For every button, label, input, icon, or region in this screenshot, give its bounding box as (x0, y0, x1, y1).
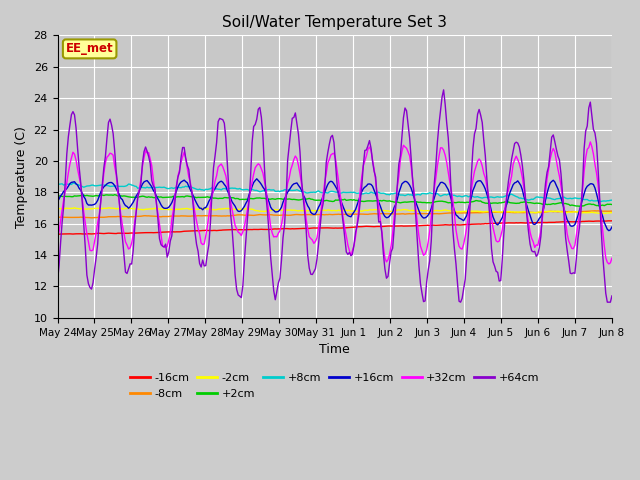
-8cm (220, 213, 228, 219)
+64cm (122, 269, 129, 275)
+2cm (111, 192, 118, 198)
Line: +64cm: +64cm (58, 90, 612, 302)
Line: +32cm: +32cm (58, 142, 612, 264)
-8cm (579, 209, 586, 215)
+16cm (247, 188, 255, 194)
Legend: -16cm, -8cm, -2cm, +2cm, +8cm, +16cm, +32cm, +64cm: -16cm, -8cm, -2cm, +2cm, +8cm, +16cm, +3… (126, 369, 543, 403)
+64cm (237, 295, 245, 300)
-16cm (123, 230, 131, 236)
X-axis label: Time: Time (319, 343, 350, 356)
+16cm (298, 187, 305, 193)
+16cm (54, 199, 61, 204)
-16cm (54, 231, 61, 237)
-8cm (594, 208, 602, 214)
Title: Soil/Water Temperature Set 3: Soil/Water Temperature Set 3 (222, 15, 447, 30)
-16cm (239, 227, 246, 233)
-8cm (608, 208, 616, 214)
Line: +16cm: +16cm (58, 179, 612, 231)
+64cm (296, 149, 304, 155)
+8cm (123, 183, 131, 189)
+16cm (579, 196, 586, 202)
Line: +8cm: +8cm (58, 183, 612, 202)
Text: EE_met: EE_met (66, 42, 113, 55)
+64cm (54, 278, 61, 284)
+8cm (608, 197, 616, 203)
Line: -2cm: -2cm (58, 208, 612, 213)
+8cm (298, 189, 305, 194)
+32cm (122, 239, 129, 245)
-8cm (88, 215, 95, 221)
-16cm (55, 231, 63, 237)
+64cm (580, 145, 588, 151)
+16cm (253, 176, 260, 182)
+2cm (298, 197, 305, 203)
-2cm (123, 205, 131, 211)
-2cm (54, 205, 61, 211)
-2cm (600, 210, 608, 216)
+8cm (248, 186, 256, 192)
+8cm (220, 186, 228, 192)
+64cm (608, 293, 616, 299)
+32cm (219, 164, 227, 169)
+32cm (237, 233, 245, 239)
-8cm (248, 213, 256, 218)
+16cm (219, 180, 227, 185)
-2cm (248, 206, 256, 212)
+2cm (123, 193, 131, 199)
-8cm (239, 212, 246, 218)
-8cm (298, 212, 305, 218)
+16cm (122, 203, 129, 208)
+16cm (237, 208, 245, 214)
+2cm (220, 195, 228, 201)
-2cm (579, 210, 586, 216)
+16cm (608, 224, 616, 230)
Line: -8cm: -8cm (58, 211, 612, 218)
+8cm (239, 187, 246, 193)
+16cm (605, 228, 612, 234)
+64cm (219, 117, 227, 122)
+2cm (608, 202, 616, 207)
+32cm (54, 234, 61, 240)
+32cm (296, 171, 304, 177)
-16cm (220, 227, 228, 233)
-2cm (239, 206, 246, 212)
+2cm (575, 204, 583, 209)
+32cm (586, 139, 594, 145)
-8cm (54, 215, 61, 220)
Line: -16cm: -16cm (58, 221, 612, 234)
+2cm (580, 203, 588, 208)
-16cm (298, 226, 305, 231)
+2cm (248, 196, 256, 202)
+32cm (608, 255, 616, 261)
+8cm (597, 199, 605, 204)
+32cm (247, 187, 255, 192)
+64cm (457, 300, 465, 305)
+2cm (239, 196, 246, 202)
-2cm (298, 208, 305, 214)
+32cm (577, 201, 585, 207)
-2cm (608, 210, 616, 216)
+32cm (605, 261, 612, 267)
+8cm (54, 181, 61, 187)
-8cm (123, 214, 131, 220)
-2cm (70, 205, 78, 211)
-2cm (220, 205, 228, 211)
+8cm (69, 180, 77, 186)
Y-axis label: Temperature (C): Temperature (C) (15, 126, 28, 228)
-16cm (579, 218, 586, 224)
Line: +2cm: +2cm (58, 195, 612, 206)
+2cm (54, 193, 61, 199)
+64cm (440, 87, 447, 93)
+8cm (579, 196, 586, 202)
+64cm (247, 174, 255, 180)
-16cm (608, 218, 616, 224)
-16cm (248, 227, 256, 232)
